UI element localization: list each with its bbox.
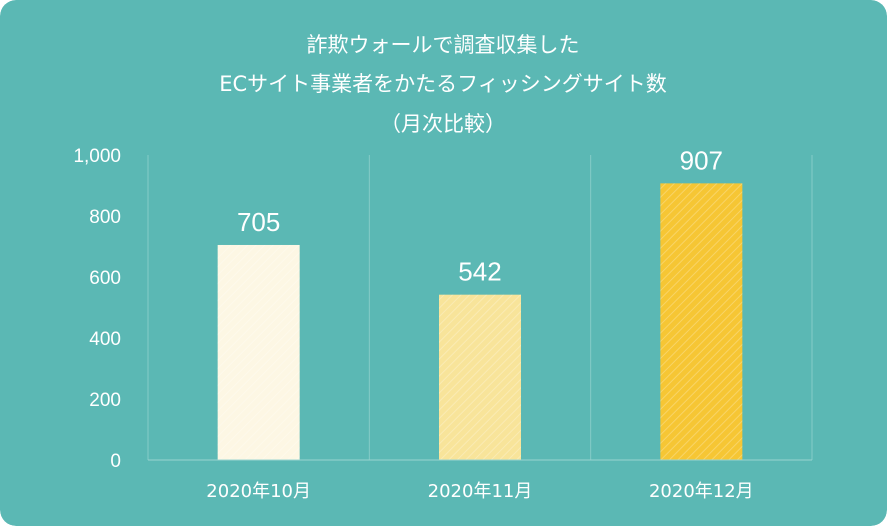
y-tick-label: 1,000 bbox=[73, 146, 121, 167]
bar-value-label: 907 bbox=[680, 145, 723, 175]
value-labels: 705 542 907 bbox=[237, 145, 723, 286]
y-tick-label: 800 bbox=[89, 207, 121, 228]
chart-title-line-1: 詐欺ウォールで調査収集した bbox=[307, 33, 580, 57]
bar-hatch-overlay bbox=[217, 244, 300, 460]
y-tick-label: 200 bbox=[89, 390, 121, 411]
bar-value-label: 542 bbox=[458, 257, 501, 287]
bar-value-label: 705 bbox=[237, 207, 280, 237]
chart-title-line-3: （月次比較） bbox=[380, 112, 506, 136]
grid-lines bbox=[147, 155, 813, 460]
y-tick-label: 0 bbox=[110, 451, 121, 472]
y-tick-label: 600 bbox=[89, 268, 121, 289]
x-category-label: 2020年11月 bbox=[428, 481, 533, 502]
y-axis-ticks: 0 200 400 600 800 1,000 bbox=[73, 146, 121, 472]
bars bbox=[217, 183, 743, 461]
bar-hatch-overlay bbox=[439, 294, 521, 460]
x-category-label: 2020年10月 bbox=[206, 481, 311, 502]
bar-hatch-overlay bbox=[660, 183, 743, 461]
x-category-label: 2020年12月 bbox=[649, 481, 754, 502]
x-axis-categories: 2020年10月 2020年11月 2020年12月 bbox=[206, 481, 753, 502]
chart-title-line-2: ECサイト事業者をかたるフィッシングサイト数 bbox=[219, 72, 667, 96]
y-tick-label: 400 bbox=[89, 329, 121, 350]
